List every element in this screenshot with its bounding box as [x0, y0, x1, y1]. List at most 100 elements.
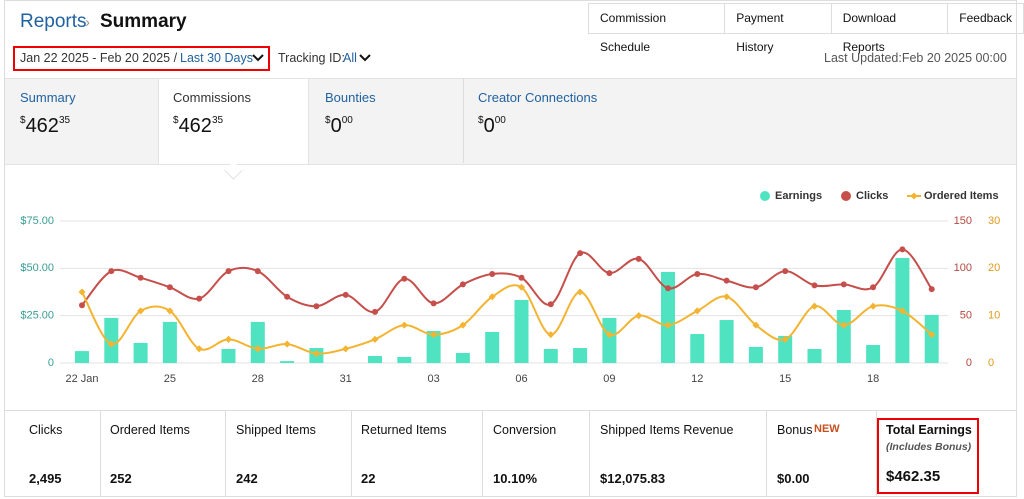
currency: $ — [173, 115, 179, 126]
tab-label[interactable]: Bounties — [325, 90, 376, 105]
whole: 0 — [483, 115, 495, 137]
stat-value: $462.35 — [886, 468, 941, 485]
chevron[interactable] — [359, 53, 371, 63]
bar — [75, 351, 89, 363]
breadcrumb[interactable]: Reports — [20, 11, 87, 32]
bar — [250, 321, 265, 363]
currency: $ — [20, 115, 26, 126]
link[interactable]: Download Reports — [832, 4, 949, 54]
page-title: Summary — [100, 11, 187, 32]
stat-label: Clicks — [29, 423, 63, 437]
currency: $ — [325, 115, 331, 126]
tab-label[interactable]: Creator Connections — [478, 90, 598, 105]
y-tick-label: 30 — [988, 215, 1000, 227]
point — [195, 345, 203, 353]
stat-note: (Includes Bonus) — [886, 441, 972, 453]
point — [166, 307, 174, 315]
point — [547, 331, 555, 339]
point — [752, 321, 760, 329]
point — [78, 288, 86, 296]
point — [810, 302, 819, 310]
bar — [455, 352, 470, 363]
stat-value: $12,075.83 — [600, 471, 666, 486]
x-tick-label: 25 — [164, 373, 176, 385]
stat-value: 10.10% — [493, 471, 538, 486]
bar — [573, 348, 588, 363]
legend-marker — [841, 191, 851, 201]
tab-amount: $46235 — [20, 115, 70, 138]
x-tick-label: 09 — [603, 373, 615, 385]
separator: › — [85, 14, 90, 31]
line — [81, 248, 933, 313]
y-tick-label: 0 — [988, 357, 994, 369]
stat-value: 22 — [361, 471, 376, 486]
period[interactable]: Last 30 Days — [180, 51, 253, 65]
point — [107, 340, 115, 348]
tab-amount: $000 — [478, 115, 506, 138]
stat-value: $0.00 — [777, 471, 810, 486]
x-tick-label: 15 — [779, 373, 791, 385]
highlight — [13, 46, 270, 71]
point — [928, 331, 936, 339]
bar — [602, 317, 617, 363]
point — [488, 293, 496, 301]
bar — [514, 299, 529, 363]
y-tick-label: 0 — [966, 357, 972, 369]
point — [577, 250, 584, 257]
whole: 0 — [330, 115, 342, 137]
tab-label[interactable]: Summary — [20, 90, 76, 105]
point — [224, 335, 233, 343]
y-tick-label: 150 — [954, 215, 972, 227]
bar — [690, 334, 705, 363]
point — [284, 293, 291, 300]
bar — [807, 348, 822, 363]
y-tick-label: 10 — [988, 310, 1000, 322]
stat-value: 242 — [236, 471, 258, 486]
point — [928, 286, 935, 293]
x-tick-label: 18 — [867, 373, 879, 385]
point — [870, 284, 877, 291]
y-tick-label: 0 — [48, 357, 54, 369]
tab-label[interactable]: Commissions — [173, 90, 252, 105]
point — [342, 291, 349, 298]
point — [137, 274, 144, 281]
chevron[interactable] — [252, 53, 264, 63]
point — [225, 268, 232, 275]
point — [459, 281, 466, 288]
legend-marker — [910, 192, 918, 200]
point — [693, 307, 701, 315]
point — [400, 321, 408, 329]
link[interactable]: Feedback — [959, 11, 1012, 25]
point — [459, 321, 467, 329]
fraction: 35 — [58, 115, 71, 126]
y-tick-label: $75.00 — [20, 215, 54, 227]
point — [898, 307, 906, 315]
bar — [866, 345, 881, 363]
tracking-label: Tracking ID: — [278, 51, 345, 65]
stat-value: 252 — [110, 471, 132, 486]
link[interactable]: Commission Schedule — [589, 4, 726, 54]
tab-amount: $46235 — [173, 115, 223, 138]
x-tick-label: 03 — [427, 373, 439, 385]
point — [372, 308, 378, 315]
x-tick-label: 31 — [340, 373, 352, 385]
bar — [221, 348, 236, 363]
fraction: 00 — [494, 115, 506, 126]
badge: NEW — [814, 423, 840, 435]
legend-label: Earnings — [775, 190, 822, 202]
bar — [661, 271, 675, 363]
point — [899, 246, 906, 253]
active-tab[interactable] — [158, 78, 309, 164]
tracking-value[interactable]: All — [343, 51, 357, 65]
point — [869, 302, 877, 310]
divider — [766, 410, 767, 497]
bar — [162, 321, 177, 363]
whole: 462 — [178, 115, 212, 137]
y-tick-label: 100 — [954, 262, 972, 274]
point — [79, 302, 85, 309]
date-range: Jan 22 2025 - Feb 20 2025 / — [20, 51, 178, 65]
point — [723, 293, 731, 301]
link[interactable]: Payment History — [725, 4, 832, 54]
